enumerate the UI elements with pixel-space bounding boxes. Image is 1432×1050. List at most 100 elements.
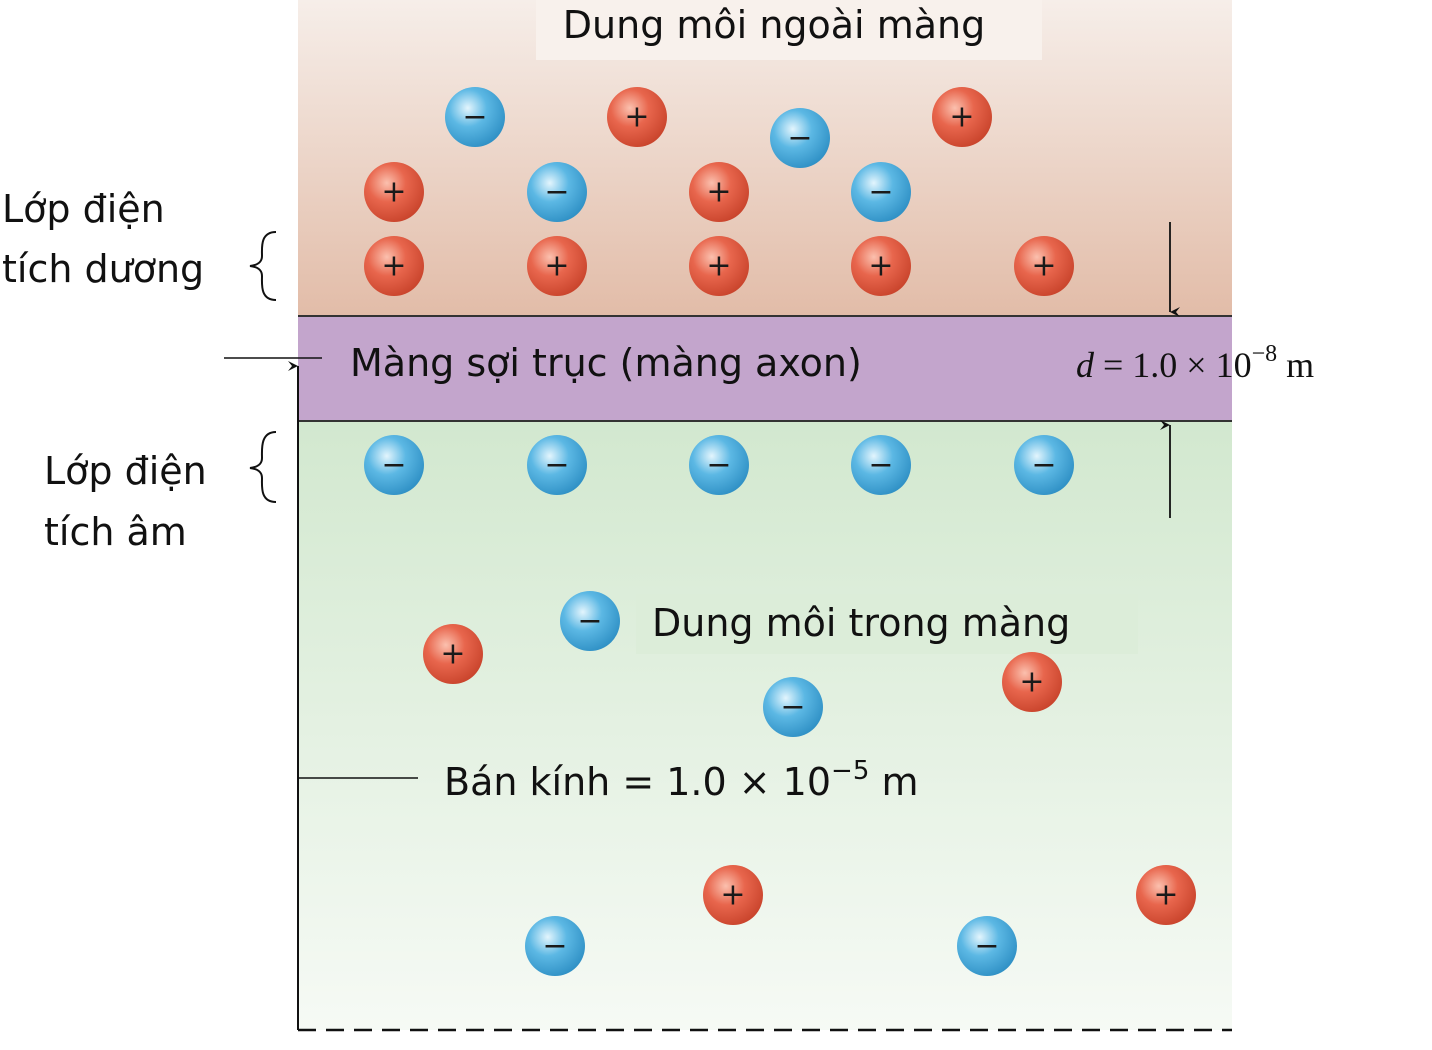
positive-ion: +: [932, 87, 992, 147]
membrane-label: Màng sợi trục (màng axon): [350, 341, 862, 385]
ion-sphere: [364, 236, 424, 296]
positive-ion: +: [1002, 652, 1062, 712]
positive-ion: +: [607, 87, 667, 147]
minus-sign: −: [868, 448, 893, 483]
plus-sign: +: [706, 175, 731, 210]
ion-sphere: [770, 108, 830, 168]
ion-sphere: [607, 87, 667, 147]
minus-sign: −: [868, 175, 893, 210]
positive-ion: +: [423, 624, 483, 684]
negative-layer-label-line2: tích âm: [44, 510, 187, 554]
negative-ion: −: [364, 435, 424, 495]
positive-ion: +: [527, 236, 587, 296]
negative-ion: −: [763, 677, 823, 737]
plus-sign: +: [440, 637, 465, 672]
plus-sign: +: [544, 249, 569, 284]
radius-unit: m: [869, 760, 918, 804]
ion-sphere: [423, 624, 483, 684]
ion-sphere: [1014, 236, 1074, 296]
positive-layer-label-line2: tích dương: [2, 247, 204, 291]
ion-sphere: [364, 435, 424, 495]
minus-sign: −: [1031, 448, 1056, 483]
ion-sphere: [527, 162, 587, 222]
ion-sphere: [1136, 865, 1196, 925]
ion-sphere: [689, 162, 749, 222]
ion-sphere: [851, 435, 911, 495]
plus-sign: +: [868, 249, 893, 284]
minus-sign: −: [462, 100, 487, 135]
ion-sphere: [1014, 435, 1074, 495]
inside-solvent-label: Dung môi trong màng: [652, 601, 1070, 645]
negative-ion: −: [851, 435, 911, 495]
positive-layer-brace: [249, 231, 277, 301]
negative-ion: −: [525, 916, 585, 976]
positive-ion: +: [689, 162, 749, 222]
ion-sphere: [445, 87, 505, 147]
negative-ion: −: [527, 162, 587, 222]
plus-sign: +: [720, 878, 745, 913]
minus-sign: −: [706, 448, 731, 483]
ion-sphere: [1002, 652, 1062, 712]
plus-sign: +: [1019, 665, 1044, 700]
thickness-label: d = 1.0 × 10−8 m: [1076, 341, 1314, 385]
positive-ion: +: [1136, 865, 1196, 925]
radius-exponent: −5: [831, 756, 869, 786]
radius-label: Bán kính = 1.0 × 10−5 m: [444, 756, 918, 804]
negative-layer-brace: [249, 431, 277, 503]
ion-sphere: [525, 916, 585, 976]
negative-ion: −: [527, 435, 587, 495]
negative-ion: −: [560, 591, 620, 651]
negative-ion: −: [851, 162, 911, 222]
plus-sign: +: [381, 249, 406, 284]
thickness-var: d: [1076, 345, 1095, 385]
negative-ion: −: [689, 435, 749, 495]
positive-layer-label-line1: Lớp điện: [2, 187, 165, 231]
plus-sign: +: [949, 100, 974, 135]
outside-solvent-label: Dung môi ngoài màng: [563, 3, 985, 47]
plus-sign: +: [381, 175, 406, 210]
outside-label-background: [536, 0, 1042, 60]
ion-sphere: [957, 916, 1017, 976]
negative-ion: −: [1014, 435, 1074, 495]
positive-ion: +: [364, 162, 424, 222]
thickness-unit: m: [1277, 345, 1314, 385]
negative-ion: −: [957, 916, 1017, 976]
plus-sign: +: [624, 100, 649, 135]
minus-sign: −: [787, 121, 812, 156]
positive-ion: +: [703, 865, 763, 925]
radius-prefix: Bán kính = 1.0 × 10: [444, 760, 831, 804]
ion-sphere: [527, 435, 587, 495]
minus-sign: −: [780, 690, 805, 725]
minus-sign: −: [974, 929, 999, 964]
negative-ion: −: [770, 108, 830, 168]
negative-layer-label-line1: Lớp điện: [44, 449, 207, 493]
negative-ion: −: [445, 87, 505, 147]
ion-sphere: [932, 87, 992, 147]
ion-sphere: [703, 865, 763, 925]
axon-membrane-band: [298, 316, 1232, 421]
plus-sign: +: [1153, 878, 1178, 913]
positive-ion: +: [364, 236, 424, 296]
positive-ion: +: [689, 236, 749, 296]
ion-sphere: [527, 236, 587, 296]
ion-sphere: [560, 591, 620, 651]
ions-layer: − + − + + − + − + + + + + − − − − − − + − + + + − −: [364, 87, 1196, 976]
minus-sign: −: [544, 448, 569, 483]
minus-sign: −: [544, 175, 569, 210]
thickness-exponent: −8: [1252, 341, 1278, 367]
thickness-mid: = 1.0 × 10: [1094, 345, 1252, 385]
plus-sign: +: [1031, 249, 1056, 284]
positive-ion: +: [1014, 236, 1074, 296]
ion-sphere: [851, 162, 911, 222]
minus-sign: −: [542, 929, 567, 964]
plus-sign: +: [706, 249, 731, 284]
inside-label-background: [636, 594, 1138, 654]
ion-sphere: [763, 677, 823, 737]
ion-sphere: [364, 162, 424, 222]
inside-solvent-region: [298, 421, 1232, 1030]
minus-sign: −: [381, 448, 406, 483]
positive-ion: +: [851, 236, 911, 296]
minus-sign: −: [577, 604, 602, 639]
ion-sphere: [689, 236, 749, 296]
